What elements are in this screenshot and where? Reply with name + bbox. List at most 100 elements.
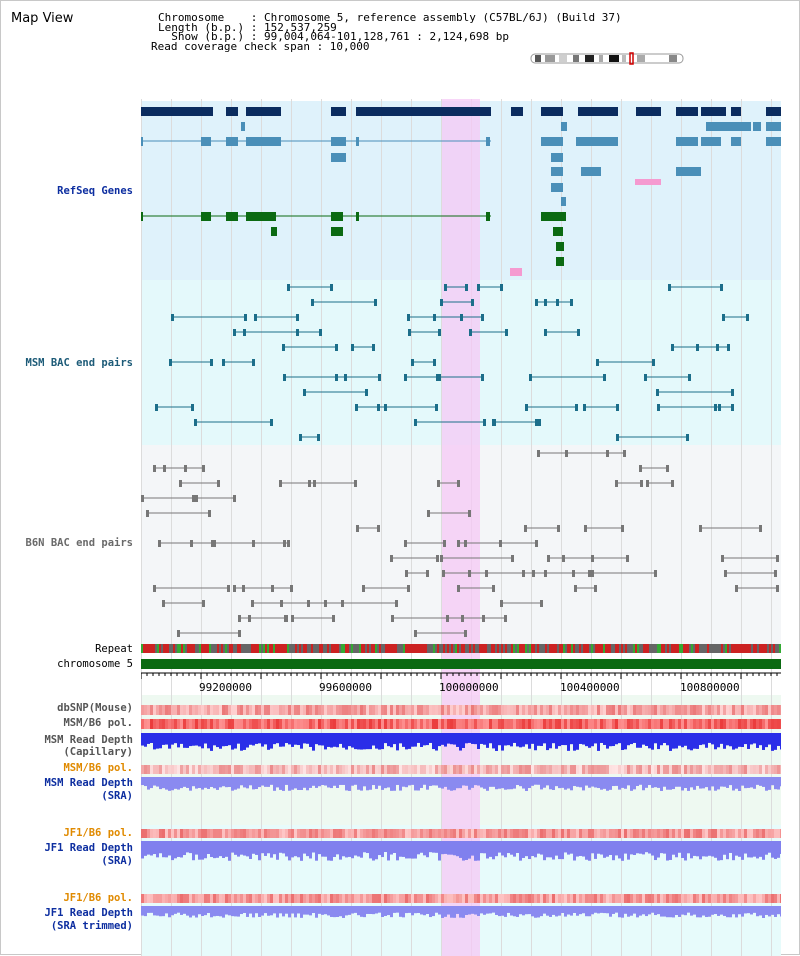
read-depth-bar: [660, 906, 663, 917]
polymorphism-bar: [711, 894, 714, 903]
read-depth-bar: [258, 777, 261, 788]
polymorphism-bar: [378, 894, 381, 903]
polymorphism-bar: [615, 719, 618, 729]
repeat-bar: [341, 644, 343, 653]
polymorphism-bar: [381, 705, 384, 715]
polymorphism-bar: [720, 829, 723, 838]
repeat-bar: [599, 644, 601, 653]
polymorphism-bar: [453, 705, 456, 715]
read-depth-bar: [288, 777, 291, 791]
read-depth-bar: [255, 733, 258, 744]
read-depth-bar: [456, 733, 459, 747]
polymorphism-bar: [351, 765, 354, 774]
polymorphism-bar: [588, 765, 591, 774]
polymorphism-bar: [486, 894, 489, 903]
read-depth-bar: [462, 841, 465, 861]
polymorphism-bar: [375, 894, 378, 903]
read-depth-bar: [207, 777, 210, 789]
polymorphism-bar: [603, 765, 606, 774]
repeat-bar: [635, 644, 637, 653]
polymorphism-bar: [552, 829, 555, 838]
read-depth-bar: [498, 906, 501, 917]
highlight-region[interactable]: [442, 99, 480, 956]
read-depth-bar: [438, 841, 441, 861]
read-depth-bar: [186, 733, 189, 748]
read-depth-bar: [450, 733, 453, 745]
genome-browser-canvas[interactable]: 99200000 99600000 100000000 100400000 10…: [141, 99, 781, 956]
read-depth-bar: [759, 906, 762, 916]
chromosome-ideogram[interactable]: [529, 51, 689, 67]
read-depth-bar: [696, 841, 699, 857]
read-depth-bar: [282, 777, 285, 791]
track-label-msm-b6-pol-1: MSM/B6 pol.: [63, 717, 133, 729]
track-label-b6n-bac: B6N BAC end pairs: [25, 537, 133, 549]
b6n-bac-pair-end: [535, 540, 538, 547]
polymorphism-bar: [693, 894, 696, 903]
read-depth-bar: [756, 733, 759, 748]
repeat-bar: [619, 644, 621, 653]
read-depth-bar: [483, 841, 486, 854]
repeat-bar: [285, 644, 287, 653]
read-depth-bar: [705, 841, 708, 857]
read-depth-bar: [147, 906, 150, 913]
polymorphism-bar: [771, 829, 774, 838]
polymorphism-bar: [597, 765, 600, 774]
read-depth-bar: [729, 777, 732, 786]
repeat-bar: [269, 644, 271, 653]
polymorphism-bar: [243, 765, 246, 774]
read-depth-bar: [192, 841, 195, 861]
polymorphism-bar: [216, 705, 219, 715]
polymorphism-bar: [513, 719, 516, 729]
repeat-bar: [299, 644, 301, 653]
read-depth-bar: [501, 841, 504, 856]
read-depth-bar: [699, 733, 702, 746]
polymorphism-bar: [744, 894, 747, 903]
read-depth-bar: [426, 777, 429, 790]
msm-bac-pair-end: [603, 374, 606, 381]
read-depth-bar: [276, 906, 279, 918]
polymorphism-bar: [510, 765, 513, 774]
repeat-bar: [579, 644, 581, 653]
polymorphism-bar: [705, 705, 708, 715]
read-depth-bar: [219, 733, 222, 749]
repeat-bar: [229, 644, 231, 653]
polymorphism-bar: [768, 829, 771, 838]
repeat-bar: [703, 644, 705, 653]
repeat-bar: [687, 644, 689, 653]
read-depth-bar: [630, 733, 633, 745]
polymorphism-bar: [777, 894, 780, 903]
read-depth-bar: [438, 906, 441, 915]
repeat-bar: [325, 644, 327, 653]
repeat-bar: [223, 644, 225, 653]
read-depth-bar: [477, 906, 480, 917]
polymorphism-bar: [663, 705, 666, 715]
polymorphism-bar: [471, 719, 474, 729]
polymorphism-bar: [570, 894, 573, 903]
polymorphism-bar: [333, 765, 336, 774]
read-depth-bar: [354, 777, 357, 785]
repeat-bar: [755, 644, 757, 653]
msm-bac-pair-end: [688, 374, 691, 381]
polymorphism-bar: [474, 894, 477, 903]
read-depth-bar: [375, 733, 378, 749]
polymorphism-bar: [627, 894, 630, 903]
feature-layer[interactable]: [141, 99, 781, 956]
polymorphism-bar: [465, 765, 468, 774]
read-depth-bar: [399, 733, 402, 744]
read-depth-bar: [585, 906, 588, 917]
repeat-bar: [483, 644, 485, 653]
polymorphism-bar: [498, 705, 501, 715]
polymorphism-bar: [276, 765, 279, 774]
polymorphism-bar: [207, 829, 210, 838]
polymorphism-bar: [180, 705, 183, 715]
repeat-bar: [293, 644, 295, 653]
polymorphism-bar: [540, 894, 543, 903]
b6n-bac-pair-end: [666, 465, 669, 472]
b6n-bac-pair-end: [776, 555, 779, 562]
polymorphism-bar: [177, 894, 180, 903]
polymorphism-bar: [579, 765, 582, 774]
read-depth-bar: [489, 906, 492, 914]
polymorphism-bar: [489, 719, 492, 729]
polymorphism-bar: [525, 894, 528, 903]
read-depth-bar: [732, 777, 735, 791]
